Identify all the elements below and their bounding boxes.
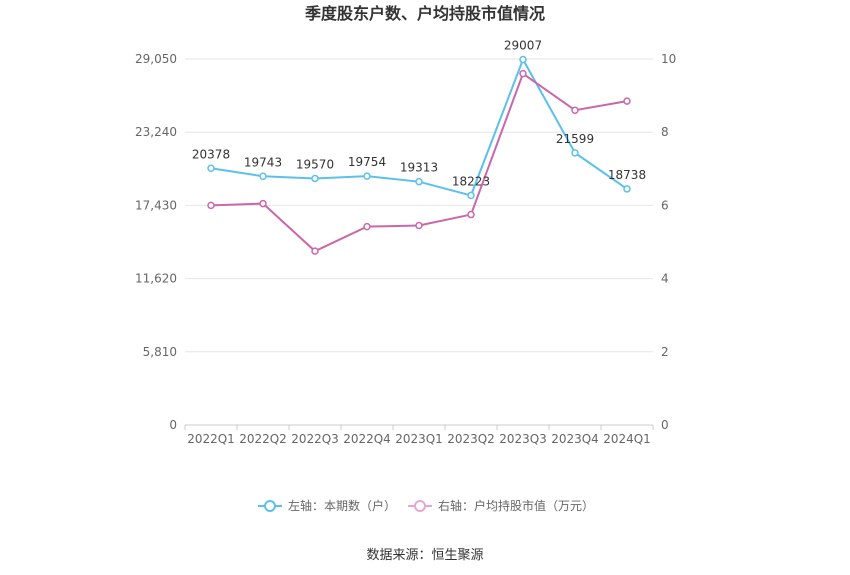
right-axis-tick-label: 6 — [661, 198, 669, 212]
series-point-left[interactable] — [363, 172, 371, 180]
data-label: 19754 — [348, 155, 386, 169]
data-label: 18738 — [608, 168, 646, 182]
left-axis-tick-label: 17,430 — [135, 198, 177, 212]
data-label: 18223 — [452, 174, 490, 188]
data-labels: 20378 19743 19570 19754 19313 18223 29007 21599… — [192, 39, 646, 189]
x-axis-tick-label: 2022Q3 — [291, 432, 339, 446]
axes: 0 5,810 11,620 17,430 23,240 29,050 0 2 4 6 8 10 202… — [135, 52, 676, 446]
legend-left-label: 左轴：本期数（户） — [288, 498, 396, 513]
data-label: 21599 — [556, 132, 594, 146]
series-point-right[interactable] — [519, 69, 527, 78]
data-label: 19313 — [400, 161, 438, 175]
x-axis-tick-label: 2024Q1 — [603, 432, 651, 446]
left-axis-tick-label: 5,810 — [143, 345, 177, 359]
left-axis-tick-label: 29,050 — [135, 52, 177, 66]
x-axis-tick-label: 2023Q1 — [395, 432, 443, 446]
series-point-left[interactable] — [311, 174, 319, 183]
x-axis-tick-label: 2022Q1 — [187, 432, 235, 446]
left-axis-tick-label: 11,620 — [135, 272, 177, 286]
series-point-right[interactable] — [207, 201, 215, 210]
series-point-right[interactable] — [311, 247, 319, 255]
series-point-left[interactable] — [467, 191, 475, 200]
series-point-right[interactable] — [467, 210, 475, 219]
series-point-left[interactable] — [415, 177, 423, 186]
series-point-right[interactable] — [363, 222, 371, 231]
series-point-right[interactable] — [259, 199, 267, 208]
x-axis-tick-label: 2023Q2 — [447, 432, 495, 446]
legend[interactable]: 左轴：本期数（户） 右轴：户均持股市值（万元） — [258, 498, 594, 513]
data-label: 20378 — [192, 147, 230, 161]
series-point-right[interactable] — [623, 97, 631, 105]
x-axis-tick-label: 2023Q4 — [551, 432, 599, 446]
right-axis-tick-label: 8 — [661, 125, 669, 139]
source-note: 数据来源：恒生聚源 — [366, 548, 483, 563]
series-point-left[interactable] — [519, 55, 527, 64]
series-point-left[interactable] — [571, 149, 579, 157]
series-point-left[interactable] — [259, 172, 267, 181]
series-point-right[interactable] — [571, 106, 579, 114]
chart-title: 季度股东户数、户均持股市值情况 — [304, 4, 545, 23]
series — [207, 55, 631, 255]
series-line-left — [210, 57, 628, 197]
x-axis-tick-label: 2022Q4 — [343, 432, 391, 446]
data-label: 29007 — [504, 39, 542, 53]
legend-item-left-series[interactable]: 左轴：本期数（户） — [258, 498, 396, 513]
x-axis-tick-label: 2023Q3 — [499, 432, 547, 446]
x-axis-tick-label: 2022Q2 — [239, 432, 287, 446]
right-axis-tick-label: 10 — [661, 52, 676, 66]
series-point-left[interactable] — [623, 185, 631, 193]
right-axis-tick-label: 4 — [661, 272, 669, 286]
legend-right-marker — [414, 500, 426, 512]
grid — [185, 58, 653, 353]
left-axis-tick-label: 0 — [169, 418, 177, 432]
data-label: 19743 — [244, 155, 282, 169]
left-axis-tick-label: 23,240 — [135, 125, 177, 139]
legend-right-label: 右轴：户均持股市值（万元） — [438, 498, 594, 513]
right-axis-tick-label: 0 — [661, 418, 669, 432]
legend-left-marker — [264, 500, 276, 512]
right-axis-tick-label: 2 — [661, 345, 669, 359]
series-point-left[interactable] — [207, 164, 215, 173]
series-point-right[interactable] — [415, 221, 423, 230]
data-label: 19570 — [296, 157, 334, 171]
legend-item-right-series[interactable]: 右轴：户均持股市值（万元） — [408, 498, 594, 513]
